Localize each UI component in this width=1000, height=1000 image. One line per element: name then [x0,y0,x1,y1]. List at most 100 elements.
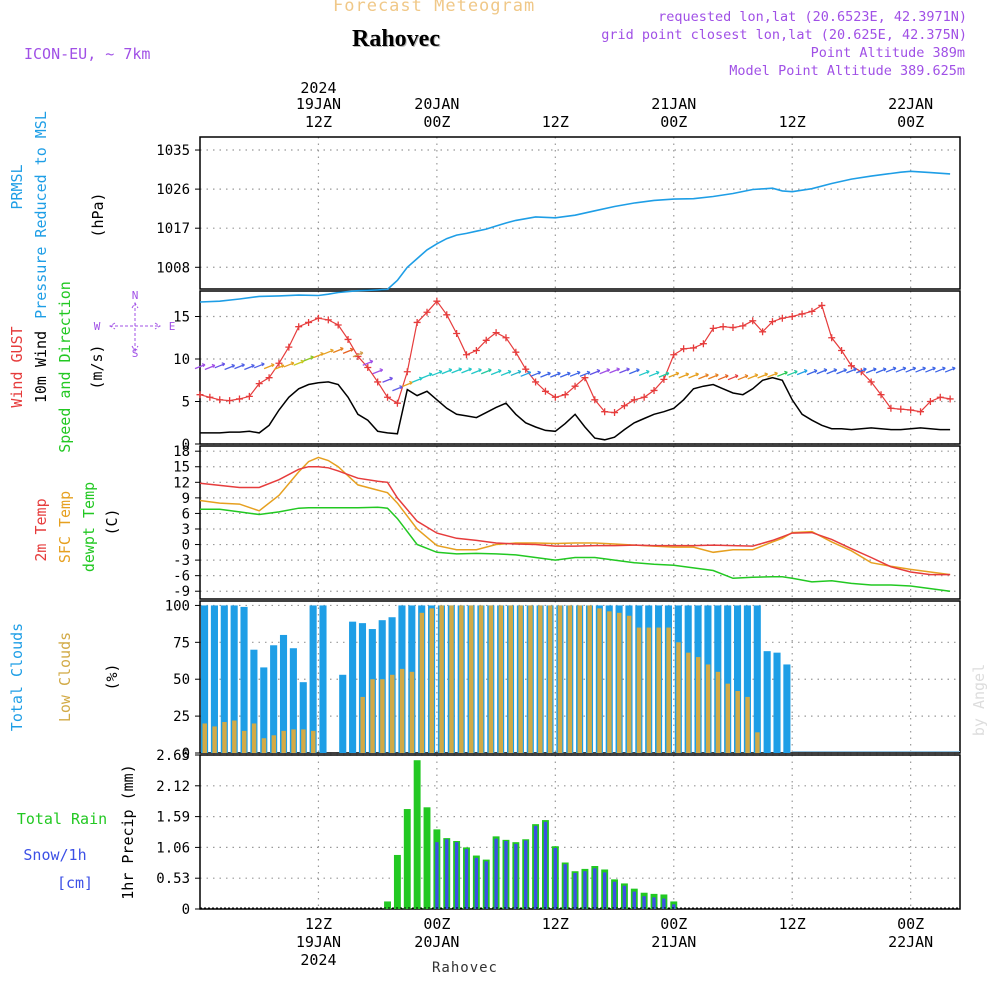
wind-barb-shaft [648,371,660,377]
wind-barb-shaft [777,371,788,377]
snow-unit-label: [cm] [57,874,93,892]
gust-marker [314,314,322,322]
wind-unit-label: (m/s) [88,344,106,389]
low-cloud-bar [577,605,583,753]
wind-barb-shaft [313,352,324,359]
pressure-ylabel-unit: (hPa) [89,192,107,237]
low-cloud-bar [617,612,622,753]
wind-barb-shaft [244,364,255,371]
y-tick-label: 6 [182,506,190,522]
gust-marker [571,382,579,390]
pressure-ylabel-long: Pressure Reduced to MSL [32,111,50,319]
temp-2m-line [199,465,951,576]
y-tick-label: 9 [182,491,190,507]
gust-marker [680,345,688,353]
gust-marker [808,307,816,315]
low-cloud-bar [419,612,425,753]
low-cloud-bar [528,605,533,753]
total-cloud-bar [743,605,751,753]
gust-marker [235,395,243,403]
total-cloud-bar [210,605,218,753]
wind-barb-head [448,368,453,373]
low-cloud-bar [498,605,504,753]
gust-marker [739,322,747,330]
wind-barb-shaft [323,349,334,355]
wind-barb-shaft [737,375,749,381]
gust-marker [660,375,668,383]
wind-barb [510,369,522,377]
gust-marker [788,313,796,320]
low-cloud-bar [686,652,691,753]
gust-marker [216,396,224,404]
wind-barb-head [803,369,808,374]
wind-barb-head [231,363,236,368]
total-cloud-bar [279,634,288,753]
gust-marker [591,396,599,404]
wind-barb-head [330,348,334,353]
wind-barb [451,367,463,374]
gust-marker [433,297,441,305]
wind-barb-shaft [411,377,423,383]
pressure-ylabel-short: PRMSL [8,164,26,209]
low-cloud-bar [607,611,612,753]
total-rain-label: Total Rain [17,810,107,828]
low-cloud-bar [202,723,207,753]
requested-coords: requested lon,lat (20.6523E, 42.3971N) [658,9,967,25]
gust-marker [828,334,836,342]
low-cloud-bar [557,605,563,753]
wind-barb [530,370,542,377]
snow-bar [642,896,646,909]
gust-marker [285,343,293,351]
snow-bar [474,857,479,909]
total-cloud-bar [230,605,238,753]
gust-marker [472,347,480,354]
wind-barb [332,346,344,354]
wind-barb-head [438,369,443,374]
gust-marker [818,301,826,309]
wind-barb-shaft [372,369,383,375]
wind-barb-shaft [263,364,275,370]
gust-marker [670,351,678,359]
wind-barb [668,371,680,378]
wind-barb-shaft [717,375,729,381]
temperature-frame [199,445,961,600]
gust-marker [305,318,313,326]
wind-barb-shaft [589,369,601,376]
wind-barb [490,369,502,376]
low-cloud-bar [567,605,573,753]
wind-barb [935,366,946,373]
snow-bar [435,842,439,909]
wind-barb [698,373,709,380]
wind-barb-shaft [767,372,778,378]
low-cloud-bar [478,605,484,753]
wind-barb-shaft [224,364,235,371]
wind-barb-head [794,369,798,374]
rain-bar [413,760,421,909]
wind-barb [431,369,443,377]
y-tick-label: 15 [173,310,190,326]
low-cloud-bar [646,627,652,753]
wind-barb [816,368,828,375]
total-cloud-bar [270,645,278,753]
snow-bar [602,872,607,909]
wind-barb-shaft [451,368,462,374]
precip-frame [199,754,961,910]
low-cloud-bar [656,627,661,753]
wind-barb-head [201,363,206,368]
rain-bar [384,901,391,909]
wind-barb [648,370,660,377]
low-cloud-bar [547,605,553,753]
total-cloud-bar [201,605,209,753]
wind-barb-head [596,369,601,374]
gust-marker [798,310,806,318]
wind-barb-shaft [885,367,897,373]
bottom-axis-hour: 12Z [779,915,806,933]
wind-barb-head [241,363,245,368]
wind-barb-head [882,367,887,372]
wind-barb-shaft [421,373,433,379]
wind-barb-shaft [826,369,837,375]
gust-marker [946,395,954,403]
top-axis-year: 2024 [300,79,336,97]
wind-barb-shaft [490,369,502,376]
wind-barb-head [557,371,561,376]
